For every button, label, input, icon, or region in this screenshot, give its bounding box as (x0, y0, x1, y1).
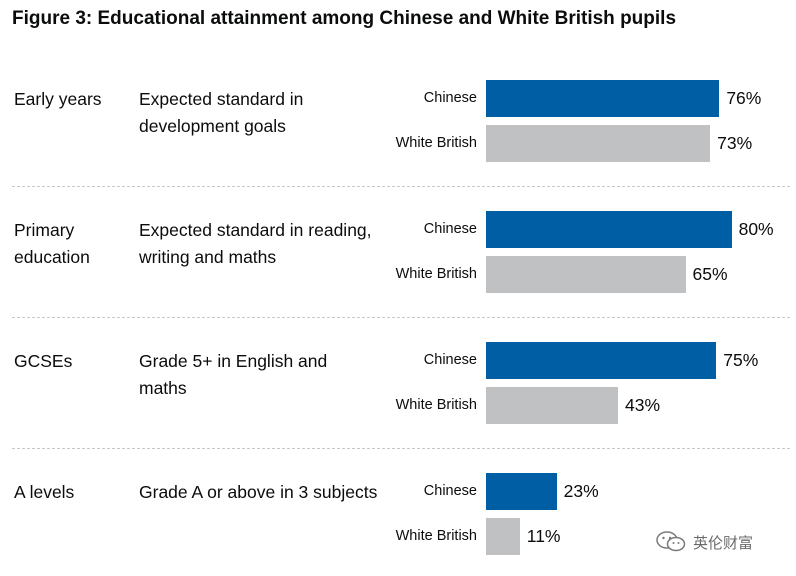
bar-value-label: 11% (526, 526, 561, 546)
bar-category-label: White British (395, 397, 477, 413)
bar (486, 473, 557, 510)
bar-category-label: White British (395, 135, 477, 151)
watermark: 英伦财富 (655, 530, 753, 554)
stage-label: A levels (14, 482, 75, 502)
measure-label: Grade A or above in 3 subjects (139, 482, 378, 502)
chart-title: Figure 3: Educational attainment among C… (12, 8, 677, 29)
bar-value-label: 75% (723, 350, 759, 370)
bar-value-label: 73% (717, 133, 753, 153)
bar-category-label: Chinese (423, 483, 477, 499)
bar-category-label: White British (395, 528, 477, 544)
bar-value-label: 65% (692, 264, 728, 284)
bar-value-label: 76% (726, 88, 762, 108)
measure-label: Grade 5+ in English and maths (139, 351, 328, 398)
bar (486, 211, 732, 248)
measure-label: Expected standard in reading, writing an… (139, 220, 372, 267)
measure-label: Expected standard in development goals (139, 89, 304, 136)
stage-label: GCSEs (14, 351, 73, 371)
bar-value-label: 80% (738, 219, 774, 239)
bar-category-label: Chinese (423, 352, 477, 368)
bar (486, 387, 618, 424)
bar-category-label: Chinese (423, 221, 477, 237)
wechat-icon (656, 531, 686, 552)
bar (486, 80, 720, 117)
stage-label: Primary education (14, 220, 90, 267)
bar (486, 518, 520, 555)
bar (486, 125, 711, 162)
group-separator (12, 317, 790, 318)
bar (486, 256, 686, 293)
bar-value-label: 23% (563, 481, 599, 501)
group-separator (12, 448, 790, 449)
stage-label: Early years (14, 89, 102, 109)
bar-category-label: Chinese (423, 90, 477, 106)
bar (486, 342, 717, 379)
bar-category-label: White British (395, 266, 477, 282)
bar-value-label: 43% (625, 395, 661, 415)
group-separator (12, 186, 790, 187)
watermark-text: 英伦财富 (693, 534, 754, 552)
